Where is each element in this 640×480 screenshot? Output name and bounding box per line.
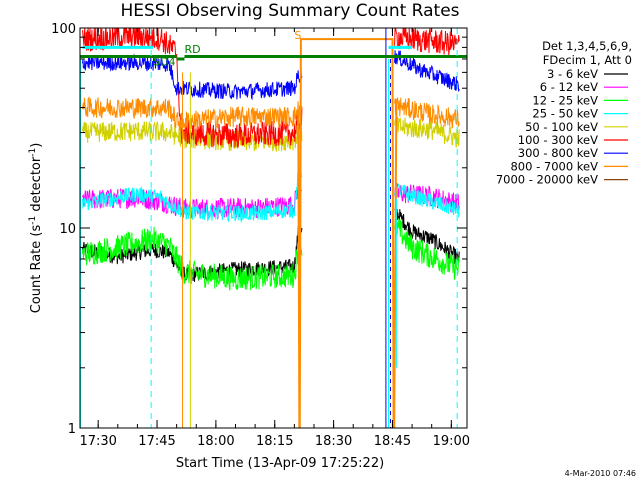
timestamp-label: 4-Mar-2010 07:46 [565, 469, 636, 478]
legend-label: 100 - 300 keV [518, 133, 598, 147]
y-tick-label: 10 [59, 222, 76, 237]
plot-area: SD4 RD S [80, 28, 467, 428]
legend-label: 7000 - 20000 keV [496, 173, 598, 187]
x-tick-label: 17:30 [79, 434, 116, 449]
annotation-sd4: SD4 [153, 55, 175, 68]
y-tick-label: 100 [51, 22, 76, 37]
legend-label: 3 - 6 keV [547, 67, 598, 81]
x-axis-label: Start Time (13-Apr-09 17:25:22) [176, 456, 384, 471]
x-axis-ticks: 17:30 17:45 18:00 18:15 18:30 18:45 19:00 [79, 28, 470, 449]
series-line-4 [82, 166, 460, 224]
y-axis-label: Count Rate (s-1 detector-1) [28, 143, 44, 314]
series-line-8 [82, 96, 460, 132]
legend-label: 800 - 7000 keV [510, 159, 598, 173]
annotation-s: S [294, 29, 301, 42]
series-line-7 [82, 50, 460, 101]
x-tick-label: 19:00 [433, 434, 470, 449]
legend-label: 50 - 100 keV [525, 120, 598, 134]
legend-label: 6 - 12 keV [540, 80, 598, 94]
legend-label: 25 - 50 keV [532, 107, 598, 121]
legend-header-line: Det 1,3,4,5,6,9, [542, 39, 632, 53]
x-tick-label: 18:30 [315, 434, 352, 449]
orange-gap-trace [297, 38, 398, 428]
annotation-rd: RD [184, 43, 200, 56]
x-tick-label: 18:00 [197, 434, 234, 449]
chart-title: HESSI Observing Summary Count Rates [120, 1, 459, 21]
legend-header-line: FDecim 1, Att 0 [543, 53, 632, 67]
x-tick-label: 18:15 [256, 434, 293, 449]
y-axis-ticks: 1 10 100 [51, 22, 467, 437]
x-tick-label: 18:45 [374, 434, 411, 449]
x-tick-label: 17:45 [138, 434, 175, 449]
legend-label: 300 - 800 keV [518, 146, 598, 160]
legend: Det 1,3,4,5,6,9,FDecim 1, Att 03 - 6 keV… [496, 39, 632, 187]
legend-label: 12 - 25 keV [532, 93, 598, 107]
y-tick-label: 1 [68, 422, 76, 437]
series-line-3 [82, 215, 460, 291]
